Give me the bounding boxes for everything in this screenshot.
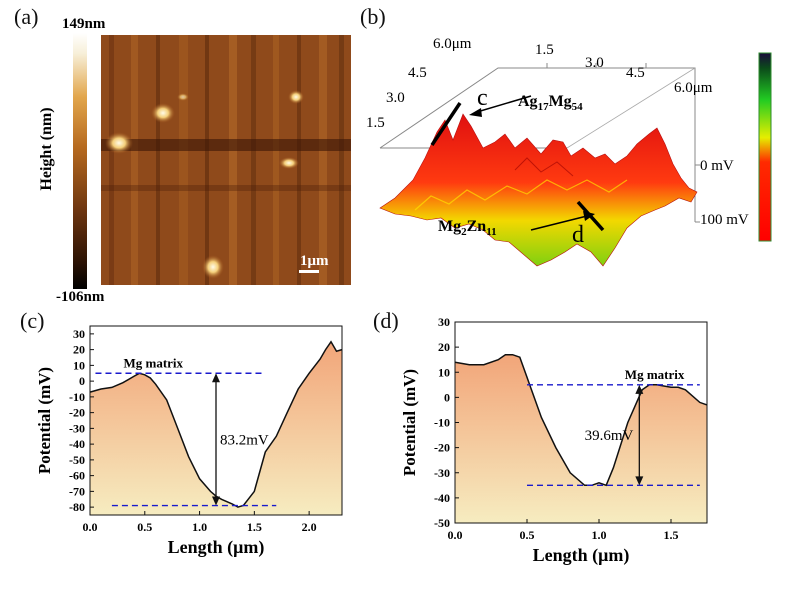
b-xaxis-tick-1: 1.5	[535, 42, 554, 58]
x-axis-title: Length (μm)	[168, 537, 265, 558]
y-tick-label: -10	[434, 416, 450, 430]
scalebar-label: 1μm	[300, 253, 329, 269]
b-xaxis-tick-4: 6.0μm	[674, 80, 713, 96]
y-tick-label: 30	[73, 327, 85, 341]
difference-arrowhead-top	[212, 373, 220, 383]
difference-arrowhead-bottom	[212, 496, 220, 506]
b-zaxis-tick-0: 0 mV	[700, 158, 734, 174]
x-tick-label: 0.5	[137, 520, 152, 534]
b-zaxis-tick-100: 100 mV	[700, 212, 749, 228]
panel-c-label: (c)	[20, 308, 45, 333]
x-tick-label: 1.0	[592, 528, 607, 542]
phase2-base: Mg	[438, 218, 462, 235]
y-tick-label: -10	[69, 390, 85, 404]
phase1-base: Ag	[518, 93, 538, 110]
b-yaxis-tick-1: 6.0μm	[433, 36, 472, 52]
annotation-c: c	[477, 85, 488, 111]
y-tick-label: -50	[434, 516, 450, 530]
y-tick-label: 20	[438, 340, 450, 354]
height-colorbar	[73, 33, 87, 289]
y-tick-label: 20	[73, 343, 85, 357]
y-tick-label: -20	[69, 406, 85, 420]
difference-arrowhead-bottom	[635, 476, 644, 486]
phase1-mid: Mg	[548, 93, 572, 110]
y-tick-label: 10	[73, 358, 85, 372]
y-tick-label: -40	[69, 437, 85, 451]
colorbar-min-label: -106nm	[56, 289, 105, 305]
phase-mg2zn11-label: Mg2Zn11	[438, 218, 497, 238]
x-tick-label: 0.0	[83, 520, 98, 534]
potential-difference-label: 83.2mV	[220, 432, 269, 448]
y-axis-title: Potential (mV)	[35, 367, 54, 474]
x-tick-label: 1.0	[192, 520, 207, 534]
y-tick-label: -30	[434, 466, 450, 480]
phase-ag17mg54-label: Ag17Mg54	[518, 93, 583, 113]
y-tick-label: 10	[438, 365, 450, 379]
b-xaxis-tick-2: 3.0	[585, 55, 604, 71]
y-tick-label: 0	[79, 374, 85, 388]
y-tick-label: -60	[69, 469, 85, 483]
colorbar-max-label: 149nm	[62, 16, 106, 32]
x-tick-label: 2.0	[302, 520, 317, 534]
y-axis-title: Potential (mV)	[400, 369, 419, 476]
difference-arrowhead-top	[635, 384, 644, 394]
mg-matrix-label: Mg matrix	[123, 355, 183, 370]
b-xaxis-tick-3: 4.5	[626, 65, 645, 81]
x-axis-title: Length (μm)	[533, 545, 630, 566]
phase1-sub2: 54	[571, 101, 583, 114]
x-tick-label: 1.5	[664, 528, 679, 542]
y-tick-label: -50	[69, 453, 85, 467]
kpfm-3d-surface	[379, 52, 772, 267]
phase1-sub1: 17	[537, 101, 549, 114]
y-tick-label: -30	[69, 421, 85, 435]
panel-a-label: (a)	[14, 4, 39, 29]
y-tick-label: -20	[434, 441, 450, 455]
plot-frame	[89, 325, 343, 516]
mg-matrix-label: Mg matrix	[625, 367, 685, 382]
annotation-d: d	[572, 222, 584, 248]
y-tick-label: -80	[69, 500, 85, 514]
y-tick-label: -70	[69, 484, 85, 498]
x-tick-label: 0.5	[520, 528, 535, 542]
x-tick-label: 1.5	[247, 520, 262, 534]
phase2-mid: Zn	[466, 218, 487, 235]
afm-height-image	[101, 35, 351, 285]
scalebar-line	[299, 270, 319, 273]
profile-area-fill	[455, 354, 707, 523]
y-tick-label: 30	[438, 315, 450, 329]
b-yaxis-tick-2: 4.5	[408, 65, 427, 81]
panel-b-label: (b)	[360, 4, 386, 29]
potential-difference-label: 39.6mV	[585, 428, 634, 444]
panel-d-label: (d)	[373, 308, 399, 333]
phase2-sub1: 2	[461, 226, 467, 239]
x-tick-label: 0.0	[448, 528, 463, 542]
phase2-sub2: 11	[486, 226, 497, 239]
y-tick-label: -40	[434, 491, 450, 505]
profile-area-fill	[90, 341, 342, 515]
y-tick-label: 0	[444, 390, 450, 404]
b-yaxis-tick-4: 1.5	[366, 115, 385, 131]
b-yaxis-tick-3: 3.0	[386, 90, 405, 106]
